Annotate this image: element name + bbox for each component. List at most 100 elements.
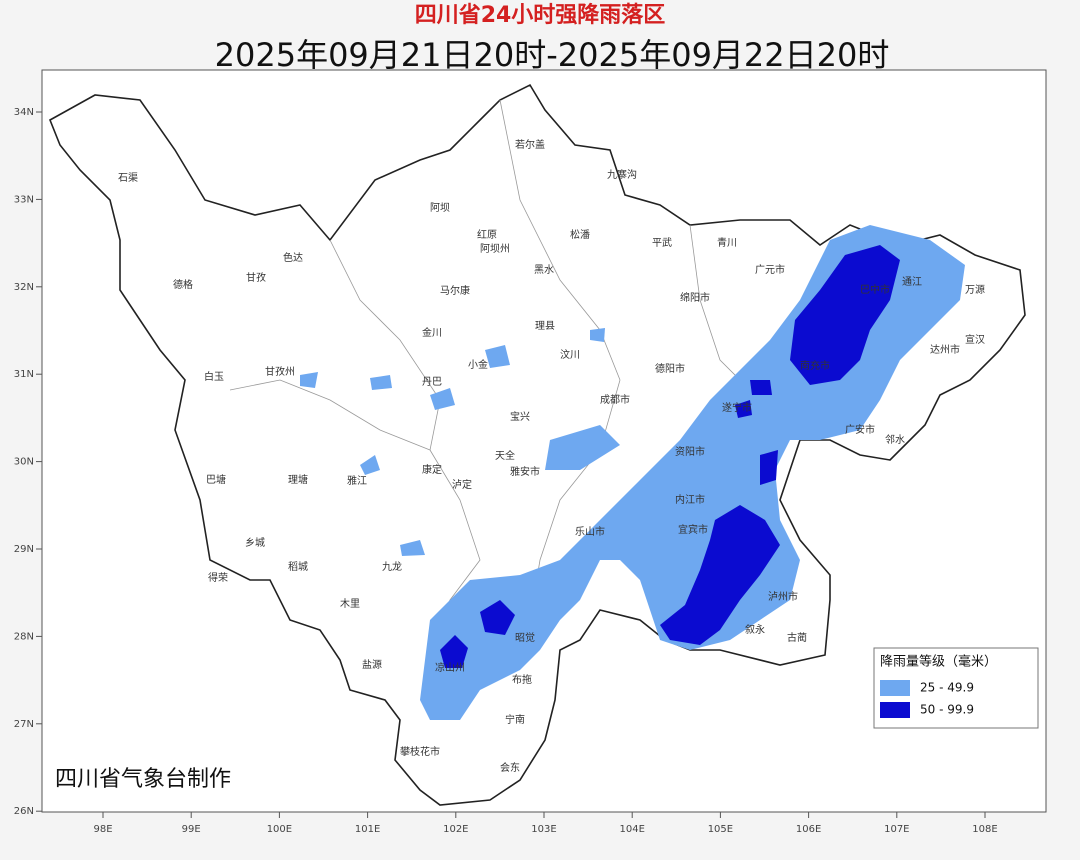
y-tick-label: 27N xyxy=(14,719,34,730)
place-label: 得荣 xyxy=(208,572,228,584)
place-label: 广元市 xyxy=(755,263,785,276)
place-label: 会东 xyxy=(500,761,520,774)
x-tick-label: 103E xyxy=(531,824,556,835)
place-label: 叙永 xyxy=(745,623,765,636)
district-boundary xyxy=(499,99,621,381)
legend-label: 50 - 99.9 xyxy=(920,703,974,717)
legend-title: 降雨量等级（毫米） xyxy=(880,654,997,670)
place-label: 雅安市 xyxy=(510,465,540,478)
place-label: 昭觉 xyxy=(515,632,535,644)
place-label: 阿坝州 xyxy=(480,243,510,255)
place-label: 平武 xyxy=(652,236,672,249)
rain-area-50-99.9 xyxy=(760,450,778,485)
place-label: 凉山州 xyxy=(435,661,465,674)
place-label: 宝兴 xyxy=(510,410,530,423)
place-label: 甘孜州 xyxy=(265,365,295,378)
rain-area-50-99.9 xyxy=(735,400,752,418)
rain-area-25-49.9 xyxy=(545,425,620,470)
place-label: 石渠 xyxy=(118,172,138,184)
rain-area-50-99.9 xyxy=(480,600,515,635)
x-tick-label: 104E xyxy=(619,824,644,835)
place-label: 乡城 xyxy=(245,537,265,549)
place-label: 若尔盖 xyxy=(515,138,545,151)
place-label: 泸定 xyxy=(452,478,472,491)
x-tick-label: 98E xyxy=(93,824,112,835)
rain-area-25-49.9 xyxy=(300,372,318,388)
place-label: 天全 xyxy=(495,449,515,462)
place-label: 宜宾市 xyxy=(678,523,708,536)
place-label: 松潘 xyxy=(570,228,590,241)
place-label: 达州市 xyxy=(930,343,960,356)
place-label: 汶川 xyxy=(560,348,580,361)
x-tick-label: 107E xyxy=(884,824,909,835)
place-label: 巴塘 xyxy=(206,473,226,486)
title: 四川省24小时强降雨落区 xyxy=(415,3,666,28)
place-label: 南充市 xyxy=(800,359,830,372)
rain-area-25-49.9 xyxy=(360,455,380,475)
legend: 降雨量等级（毫米） 25 - 49.9 50 - 99.9 xyxy=(873,647,1039,729)
legend-swatch xyxy=(880,680,910,696)
rain-area-50-99.9 xyxy=(660,505,780,645)
place-label: 遂宁市 xyxy=(722,401,752,414)
place-label: 古蔺 xyxy=(787,631,807,644)
rain-area-25-49.9 xyxy=(370,375,392,390)
x-tick-label: 102E xyxy=(443,824,468,835)
place-label: 巴中市 xyxy=(860,283,890,296)
rain-area-50-99.9 xyxy=(790,245,900,385)
place-label: 盐源 xyxy=(362,658,382,671)
place-label: 丹巴 xyxy=(422,376,442,388)
place-label: 白玉 xyxy=(204,370,224,383)
place-label: 绵阳市 xyxy=(680,291,710,304)
y-tick-label: 28N xyxy=(14,631,34,642)
place-label: 雅江 xyxy=(347,474,367,487)
place-label: 康定 xyxy=(422,463,442,476)
place-label: 布拖 xyxy=(512,673,532,686)
place-label: 稻城 xyxy=(288,561,308,573)
rain-area-25-49.9 xyxy=(590,328,605,342)
place-label: 红原 xyxy=(477,228,497,241)
place-label: 马尔康 xyxy=(440,284,470,297)
rain-area-50-99.9 xyxy=(750,380,772,395)
place-label: 攀枝花市 xyxy=(400,745,440,758)
place-label: 甘孜 xyxy=(246,271,266,284)
place-label: 德格 xyxy=(173,278,193,291)
place-label: 万源 xyxy=(965,283,985,296)
place-label: 九寨沟 xyxy=(607,168,637,181)
y-tick-label: 32N xyxy=(14,282,34,293)
place-label: 邻水 xyxy=(885,433,905,446)
legend-label: 25 - 49.9 xyxy=(920,681,974,695)
province-area xyxy=(48,83,1026,806)
x-tick-label: 101E xyxy=(355,824,380,835)
place-label: 德阳市 xyxy=(655,362,685,375)
rain-area-25-49.9 xyxy=(430,388,455,410)
place-label: 黑水 xyxy=(534,264,554,276)
district-boundary xyxy=(229,379,431,451)
place-label: 宁南 xyxy=(505,713,525,726)
y-tick-label: 30N xyxy=(14,457,34,468)
y-tick-label: 34N xyxy=(14,107,34,118)
rain-area-50-99.9 xyxy=(440,635,468,668)
place-label: 泸州市 xyxy=(768,590,798,603)
legend-swatch xyxy=(880,702,910,718)
rain-area-25-49.9 xyxy=(485,345,510,368)
y-tick-label: 26N xyxy=(14,806,34,817)
place-label: 理塘 xyxy=(288,473,308,486)
place-label: 色达 xyxy=(283,251,303,264)
place-label: 青川 xyxy=(717,236,737,249)
place-label: 阿坝 xyxy=(430,202,450,214)
place-label: 资阳市 xyxy=(675,445,705,458)
place-label: 理县 xyxy=(535,320,555,332)
place-label: 九龙 xyxy=(382,560,402,573)
x-tick-label: 105E xyxy=(708,824,733,835)
place-label: 金川 xyxy=(422,326,442,339)
place-label: 内江市 xyxy=(675,493,705,506)
x-tick-label: 106E xyxy=(796,824,821,835)
rain-area-25-49.9 xyxy=(400,540,425,556)
credit: 四川省气象台制作 xyxy=(55,767,231,792)
y-tick-label: 29N xyxy=(14,544,34,555)
x-tick-label: 108E xyxy=(972,824,997,835)
place-label: 小金 xyxy=(468,358,488,371)
x-tick-label: 99E xyxy=(182,824,201,835)
